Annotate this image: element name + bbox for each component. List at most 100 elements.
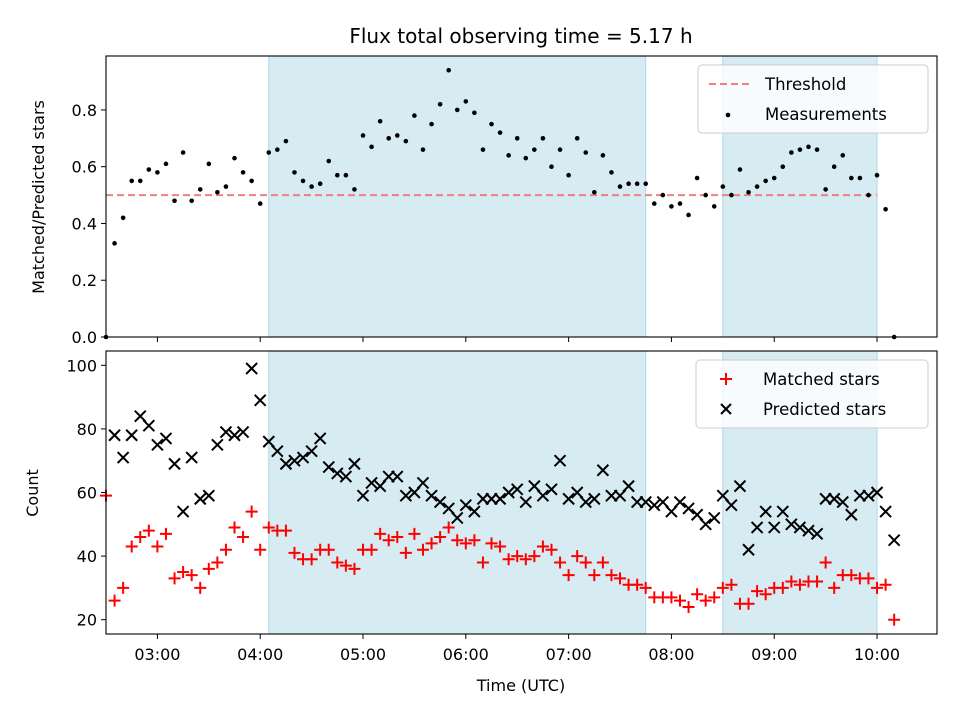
- measurement-point: [557, 147, 563, 152]
- measurement-point: [454, 107, 460, 113]
- bottom-x-tick-label: 08:00: [648, 645, 694, 664]
- measurement-point: [609, 170, 614, 175]
- predicted-star-point: [339, 470, 353, 483]
- measurement-point: [669, 204, 674, 209]
- measurement-point: [360, 133, 366, 138]
- measurement-point: [677, 201, 683, 206]
- matched-star-point: [631, 578, 644, 591]
- predicted-star-point: [827, 492, 841, 506]
- measurement-point: [300, 178, 306, 184]
- matched-star-point: [545, 543, 558, 556]
- matched-star-point: [511, 550, 524, 563]
- predicted-star-point: [802, 524, 815, 537]
- measurement-point: [180, 150, 186, 155]
- matched-star-point: [579, 556, 592, 569]
- matched-star-point: [245, 505, 258, 518]
- predicted-star-point: [810, 527, 824, 541]
- measurement-point: [172, 198, 177, 204]
- measurement-point: [137, 178, 143, 184]
- predicted-star-point: [305, 444, 318, 458]
- matched-star-point: [151, 540, 164, 553]
- measurement-point: [497, 130, 503, 135]
- predicted-star-point: [776, 505, 790, 518]
- measurement-point: [737, 167, 743, 172]
- matched-star-point: [416, 543, 429, 556]
- legend-predicted-swatch: [720, 403, 732, 415]
- measurement-point: [480, 147, 486, 152]
- top-panel: 0.00.20.40.60.8 Matched/Predicted stars …: [29, 55, 938, 347]
- predicted-star-point: [468, 505, 481, 518]
- bottom-legend: Matched stars Predicted stars: [695, 359, 929, 429]
- predicted-star-point: [759, 505, 772, 518]
- measurement-point: [617, 184, 623, 189]
- measurement-point: [643, 181, 649, 187]
- measurement-point: [112, 241, 117, 246]
- top-shaded-region-1: [268, 55, 647, 338]
- measurement-point: [549, 164, 554, 169]
- matched-star-point: [776, 581, 789, 594]
- predicted-star-point: [493, 492, 507, 506]
- measurement-point: [754, 184, 760, 189]
- predicted-star-point: [194, 492, 207, 506]
- predicted-star-point: [365, 476, 378, 490]
- predicted-star-point: [742, 543, 755, 556]
- matched-star-point: [194, 581, 207, 594]
- predicted-star-point: [502, 486, 515, 499]
- predicted-star-point: [391, 470, 404, 483]
- matched-star-point: [185, 569, 198, 582]
- matched-star-point: [673, 594, 686, 607]
- matched-star-point: [219, 543, 232, 556]
- measurement-point: [463, 99, 469, 104]
- bottom-y-tick-label: 80: [77, 420, 97, 439]
- predicted-star-point: [648, 499, 661, 512]
- bottom-y-ticks: 20 40 60 80 100: [66, 356, 106, 630]
- matched-star-point: [862, 572, 875, 585]
- matched-star-point: [399, 546, 412, 559]
- measurement-point: [532, 147, 537, 152]
- bottom-x-axis-label: Time (UTC): [476, 676, 565, 695]
- legend-measurements-label: Measurements: [765, 105, 887, 124]
- measurement-point: [823, 187, 828, 192]
- top-y-tick-label: 0.6: [72, 158, 97, 177]
- predicted-star-point: [151, 438, 164, 452]
- predicted-star-point: [579, 495, 592, 509]
- top-axes-frame: [105, 55, 938, 338]
- predicted-star-point: [699, 518, 712, 531]
- matched-star-point: [254, 543, 267, 556]
- bottom-y-tick-label: 20: [77, 611, 97, 630]
- predicted-star-point: [768, 521, 781, 534]
- measurement-point: [309, 184, 314, 189]
- matched-star-point: [716, 581, 729, 594]
- matched-star-point: [502, 553, 515, 566]
- predicted-star-point: [168, 457, 181, 471]
- measurement-point: [283, 138, 289, 144]
- predicted-star-point: [459, 499, 473, 512]
- predicted-star-point: [322, 460, 335, 474]
- matched-star-point: [819, 556, 832, 569]
- matched-star-point: [571, 550, 584, 563]
- measurement-point: [257, 201, 263, 206]
- bottom-panel: 20 40 60 80 100 03:00 04:00 05:00 06:00 07:00 08:…: [23, 350, 938, 695]
- predicted-star-point: [750, 521, 764, 534]
- measurement-point: [403, 138, 409, 144]
- matched-star-point: [159, 527, 172, 540]
- measurement-point: [634, 181, 640, 187]
- predicted-star-point: [562, 492, 575, 506]
- predicted-star-point: [673, 495, 687, 509]
- matched-star-point: [279, 524, 292, 537]
- predicted-star-point: [108, 429, 121, 442]
- predicted-star-point: [271, 444, 284, 458]
- measurement-point: [866, 192, 871, 198]
- predicted-star-point: [425, 489, 438, 502]
- matched-star-point: [682, 600, 695, 613]
- legend-predicted-label: Predicted stars: [763, 400, 886, 419]
- bottom-x-tick-label: 10:00: [854, 645, 900, 664]
- measurement-point: [592, 189, 597, 195]
- matched-star-point: [125, 540, 138, 553]
- matched-star-point: [793, 578, 806, 591]
- matched-star-point: [348, 562, 361, 575]
- matched-star-point: [442, 521, 455, 534]
- predicted-star-point: [870, 486, 884, 499]
- measurement-point: [429, 121, 434, 127]
- predicted-star-point: [639, 495, 652, 509]
